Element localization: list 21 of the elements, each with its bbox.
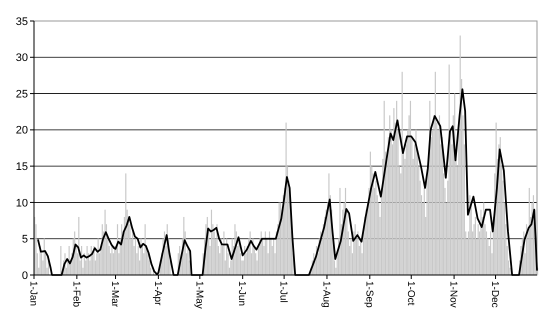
x-tick-label: 1-Oct [404, 281, 416, 306]
y-tick-label: 15 [16, 160, 28, 173]
y-tick-label: 10 [16, 197, 28, 210]
x-tick-label: 1-Sep [363, 281, 374, 308]
x-tick-label: 1-Nov [448, 281, 459, 308]
y-tick-label: 30 [16, 52, 28, 64]
y-tick-label: 0 [22, 270, 28, 282]
y-tick-label: 25 [16, 88, 28, 100]
x-tick-label: 1-Aug [320, 281, 332, 308]
x-tick-label: 1-Jun [236, 281, 248, 306]
x-tick-label: 1-Dec [489, 281, 500, 308]
y-tick-label: 5 [22, 234, 28, 246]
x-tick-label: 1-Apr [152, 281, 163, 306]
x-tick-label: 1-Jul [278, 281, 289, 303]
x-tick-label: 1-Mar [109, 281, 120, 308]
x-tick-label: 1-Feb [70, 281, 82, 308]
y-tick-label: 20 [16, 124, 28, 137]
y-tick-label: 35 [16, 16, 28, 28]
x-tick-label: 1-Jan [28, 281, 38, 306]
x-tick-label: 1-May [193, 281, 204, 309]
line-series [37, 88, 538, 276]
